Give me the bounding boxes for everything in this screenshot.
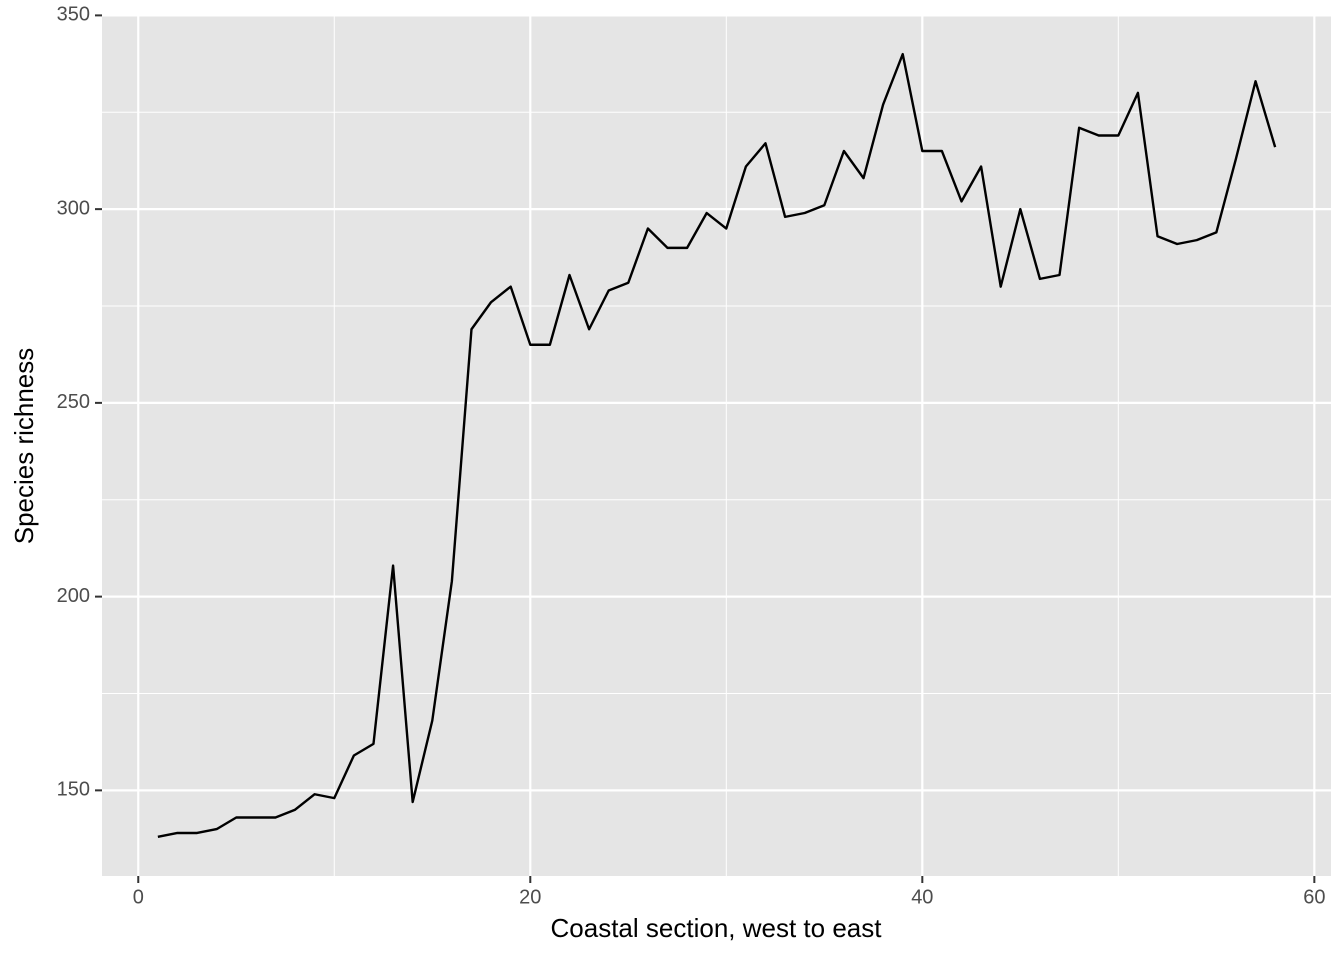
line <box>157 52 1277 839</box>
grid <box>102 14 1331 876</box>
x-tick-label: 40 <box>911 886 933 908</box>
y-tick-label: 300 <box>57 197 90 219</box>
y-axis-title: Species richness <box>9 348 39 545</box>
x-tick-label: 20 <box>519 886 541 908</box>
y-tick-label: 150 <box>57 779 90 801</box>
panel <box>102 15 1331 876</box>
y-tick-label: 350 <box>57 4 90 26</box>
x-tick-label: 0 <box>133 886 144 908</box>
y-tick-label: 250 <box>57 391 90 413</box>
plot <box>157 52 1277 839</box>
x-tick-label: 60 <box>1303 886 1325 908</box>
x-axis-title: Coastal section, west to east <box>551 913 883 943</box>
y-tick-label: 200 <box>57 585 90 607</box>
